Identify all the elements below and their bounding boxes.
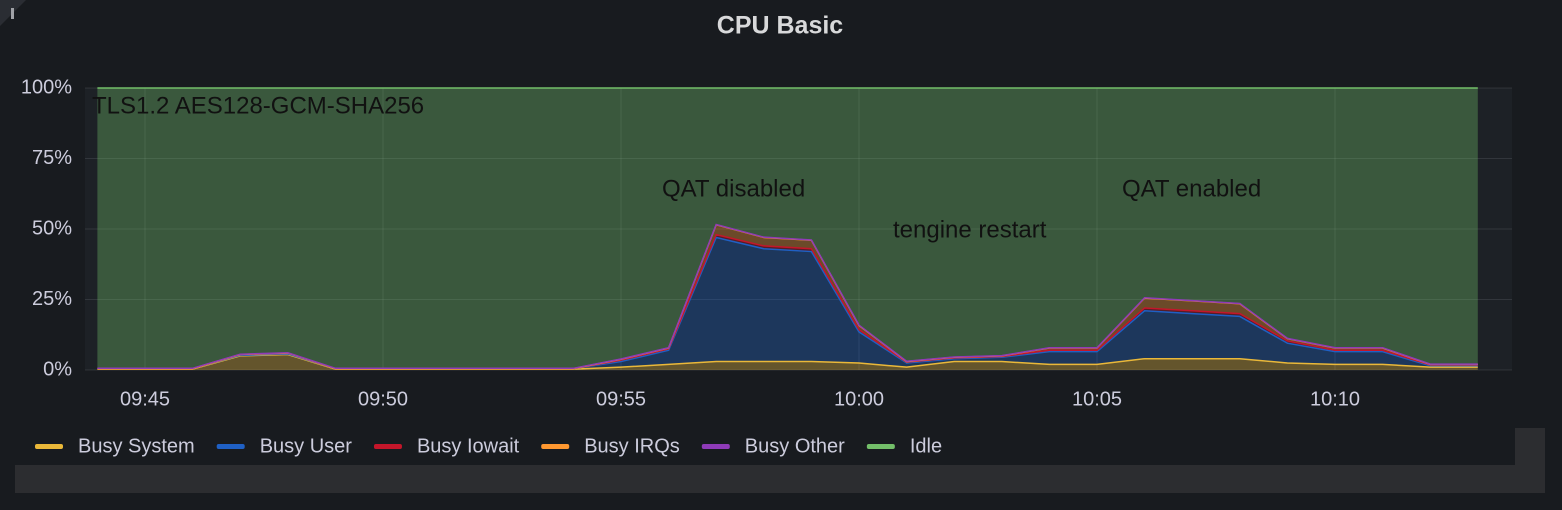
x-tick-label: 10:05 bbox=[1072, 388, 1122, 410]
annotation: QAT disabled bbox=[662, 175, 805, 202]
y-tick-label: 0% bbox=[43, 358, 72, 380]
annotation: TLS1.2 AES128-GCM-SHA256 bbox=[92, 92, 424, 119]
legend-label[interactable]: Idle bbox=[910, 435, 942, 457]
x-tick-label: 09:50 bbox=[358, 388, 408, 410]
scrollbar-corner bbox=[1515, 428, 1545, 493]
area-fill bbox=[97, 237, 1478, 370]
scrollbar[interactable] bbox=[15, 465, 1515, 493]
legend-swatch bbox=[701, 444, 730, 449]
legend-swatch bbox=[35, 444, 63, 449]
legend-label[interactable]: Busy System bbox=[78, 435, 195, 457]
legend-swatch bbox=[373, 444, 402, 449]
y-tick-label: 100% bbox=[21, 76, 72, 98]
x-tick-label: 10:10 bbox=[1310, 388, 1360, 410]
legend-swatch bbox=[216, 444, 245, 449]
area-fill bbox=[97, 88, 1478, 369]
legend-label[interactable]: Busy IRQs bbox=[584, 435, 680, 457]
legend-swatch bbox=[541, 444, 570, 449]
info-icon bbox=[11, 8, 14, 19]
annotation: tengine restart bbox=[893, 216, 1047, 243]
plot-area bbox=[85, 88, 1512, 370]
annotation: QAT enabled bbox=[1122, 175, 1261, 202]
x-tick-label: 09:45 bbox=[120, 388, 170, 410]
y-tick-label: 50% bbox=[32, 217, 72, 239]
legend-label[interactable]: Busy User bbox=[260, 435, 353, 457]
series-line bbox=[97, 223, 1478, 370]
legend-label[interactable]: Busy Iowait bbox=[417, 435, 520, 457]
legend-swatch bbox=[866, 444, 895, 449]
x-tick-label: 10:00 bbox=[834, 388, 884, 410]
x-tick-label: 09:55 bbox=[596, 388, 646, 410]
legend-label[interactable]: Busy Other bbox=[745, 435, 845, 457]
y-tick-label: 25% bbox=[32, 288, 72, 310]
y-tick-label: 75% bbox=[32, 147, 72, 169]
panel-title: CPU Basic bbox=[717, 12, 844, 40]
